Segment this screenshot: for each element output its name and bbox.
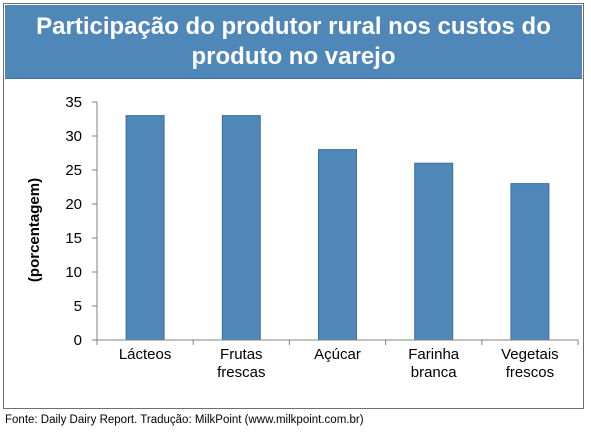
chart-frame: Participação do produtor rural nos custo…	[3, 3, 584, 409]
bar	[414, 162, 454, 341]
y-axis-title: (porcentagem)	[26, 178, 43, 282]
y-tick-label: 20	[65, 196, 82, 213]
chart-title-bar: Participação do produtor rural nos custo…	[5, 5, 582, 79]
y-tick-label: 5	[74, 298, 82, 315]
y-tick-label: 10	[65, 264, 82, 281]
chart-title: Participação do produtor rural nos custo…	[5, 12, 582, 72]
x-category-label-line: Vegetais	[501, 346, 559, 363]
bar	[125, 115, 165, 341]
x-axis-ticks	[96, 340, 579, 345]
x-category-label: Farinha branca	[408, 346, 460, 381]
bars	[125, 115, 550, 341]
x-category-label: Lácteos	[119, 346, 172, 363]
x-category-label-line: frescas	[217, 364, 265, 381]
x-category-label-line: Açúcar	[314, 346, 361, 363]
y-tick-label: 35	[65, 94, 82, 111]
chart-title-line-2: produto no varejo	[191, 42, 396, 70]
x-category-label-line: frescos	[506, 364, 554, 381]
bar	[510, 183, 550, 341]
x-category-label: Frutas frescas	[217, 346, 265, 381]
x-category-label-line: Lácteos	[119, 346, 172, 363]
y-tick-label: 0	[74, 332, 82, 349]
axes	[96, 102, 578, 341]
x-category-label: Vegetais frescos	[501, 346, 559, 381]
x-category-label-line: Farinha	[408, 346, 460, 363]
source-note: Fonte: Daily Dairy Report. Tradução: Mil…	[5, 414, 364, 426]
x-category-label-line: branca	[411, 364, 458, 381]
x-category-label: Açúcar	[314, 346, 361, 363]
bar	[221, 115, 261, 341]
y-tick-label: 30	[65, 128, 82, 145]
category-labels: Lácteos Frutas frescas Açúcar Farinha branca V…	[119, 346, 559, 381]
y-axis-ticks: 0 5 10 15 20 25 30 35	[65, 94, 97, 349]
chart-title-line-1: Participação do produtor rural nos custo…	[36, 12, 551, 40]
bar	[318, 149, 357, 341]
x-category-label-line: Frutas	[220, 346, 263, 363]
y-tick-label: 15	[65, 230, 82, 247]
y-tick-label: 25	[65, 162, 82, 179]
